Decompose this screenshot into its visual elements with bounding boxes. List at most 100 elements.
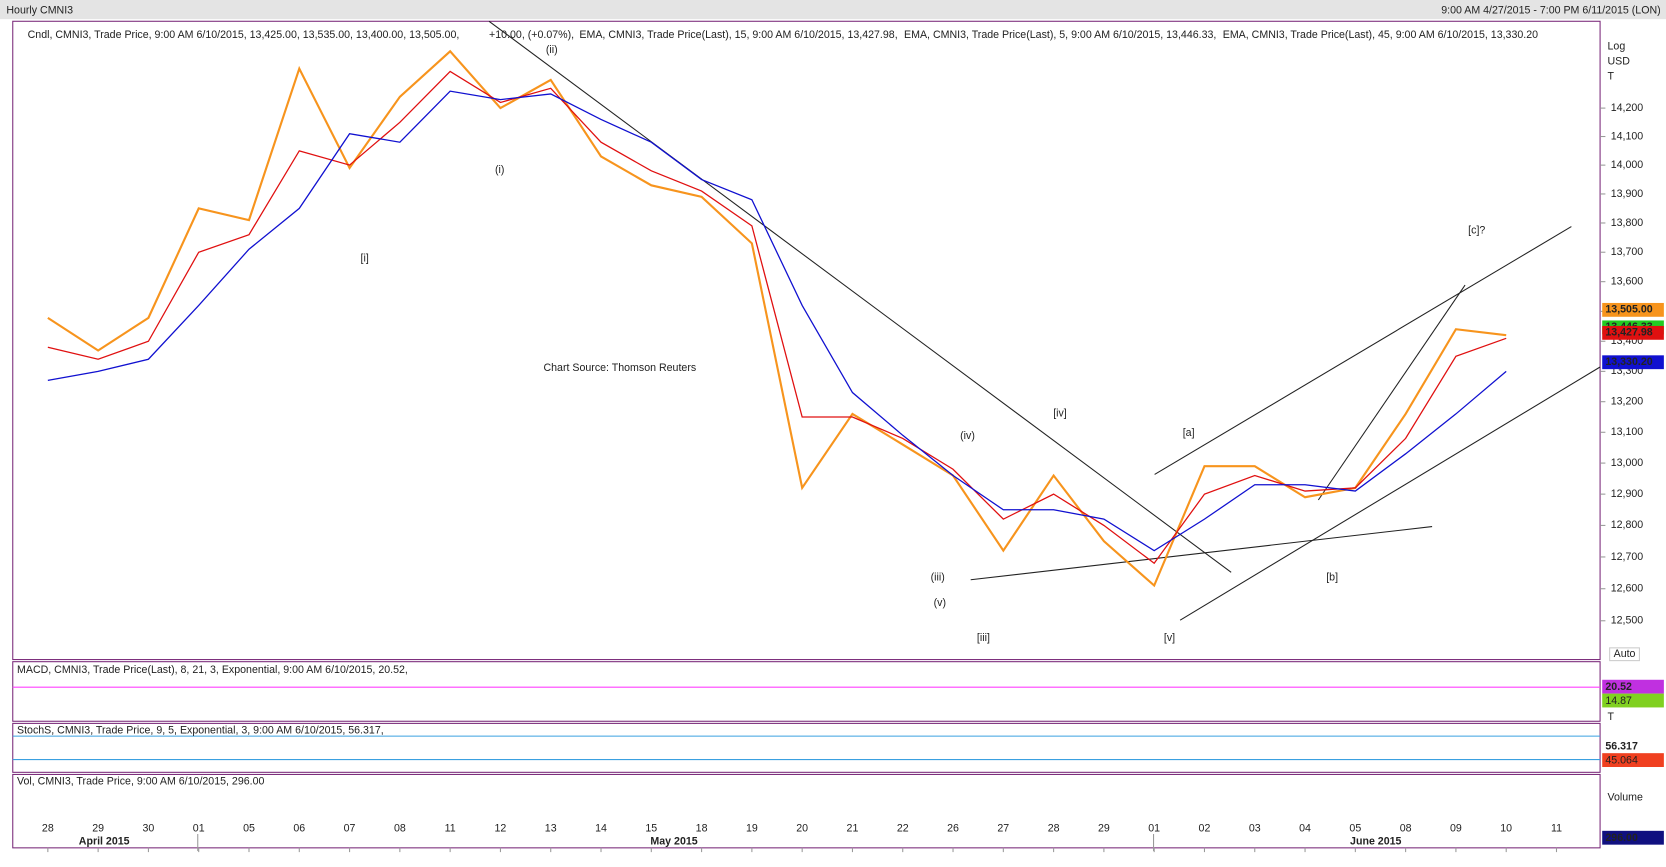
series-legend: EMA, CMNI3, Trade Price(Last), 5, 9:00 A…: [904, 29, 1216, 41]
wave-label: (iv): [960, 430, 975, 442]
x-tick-label: 28: [42, 823, 54, 835]
value-box: [1602, 693, 1664, 708]
wave-label: (ii): [546, 44, 558, 56]
month-label: May 2015: [650, 835, 697, 847]
price-line: [47, 49, 1507, 588]
series-legend: EMA, CMNI3, Trade Price(Last), 45, 9:00 …: [1223, 29, 1538, 41]
x-tick-label: 06: [293, 823, 305, 835]
last-value-label: 13,330.20: [1605, 356, 1652, 368]
trend-line: [1154, 226, 1572, 475]
value-box-label: 14.87: [1605, 695, 1632, 707]
y-tick-label: 14,100: [1611, 130, 1644, 142]
x-tick-label: 05: [243, 823, 255, 835]
volume-label: Vol, CMNI3, Trade Price, 9:00 AM 6/10/20…: [17, 776, 264, 788]
x-tick-label: 09: [1450, 823, 1462, 835]
axis-label: USD: [1608, 56, 1631, 68]
x-tick-label: 11: [445, 823, 456, 835]
y-tick-label: 13,700: [1611, 246, 1644, 258]
stoch-panel: [12, 722, 1601, 773]
x-tick-label: 21: [847, 823, 859, 835]
x-tick-label: 30: [143, 823, 155, 835]
trend-line: [1317, 284, 1466, 501]
y-tick-label: 13,900: [1611, 188, 1644, 200]
x-tick-label: 08: [1400, 823, 1412, 835]
y-tick-label: 13,000: [1611, 457, 1644, 469]
x-tick-label: 02: [1199, 823, 1211, 835]
series-legend: EMA, CMNI3, Trade Price(Last), 15, 9:00 …: [579, 29, 897, 41]
wave-label: (i): [495, 164, 504, 176]
last-value-label: 13,505.00: [1605, 304, 1652, 316]
y-tick-label: 13,600: [1611, 275, 1644, 287]
x-tick-label: 27: [997, 823, 1009, 835]
y-tick-label: 12,900: [1611, 488, 1644, 500]
x-tick-label: 04: [1299, 823, 1311, 835]
x-tick-label: 26: [947, 823, 959, 835]
y-tick-label: 13,200: [1611, 396, 1644, 408]
value-box: [1602, 753, 1664, 768]
value-box: [1602, 830, 1664, 845]
wave-label: [i]: [361, 252, 369, 264]
macd-axis-label: T: [1608, 711, 1615, 723]
ema-line: [47, 90, 1507, 552]
wave-label: [c]?: [1468, 225, 1485, 237]
x-tick-label: 05: [1349, 823, 1361, 835]
x-tick-label: 19: [746, 823, 758, 835]
price-panel: [12, 20, 1601, 661]
volume-axis-label: Volume: [1608, 792, 1644, 804]
trend-lines: [488, 20, 1601, 621]
x-tick-label: 22: [897, 823, 909, 835]
last-value-box: [1602, 355, 1664, 370]
x-tick-label: 07: [344, 823, 356, 835]
x-tick-label: 15: [645, 823, 657, 835]
macd-label: MACD, CMNI3, Trade Price(Last), 8, 21, 3…: [17, 664, 408, 676]
y-tick-label: 14,000: [1611, 159, 1644, 171]
wave-label: [iii]: [977, 632, 990, 644]
value-box-label: 296.00: [1605, 832, 1638, 844]
x-tick-label: 28: [1048, 823, 1060, 835]
wave-label: (iii): [931, 571, 945, 583]
x-tick-label: 03: [1249, 823, 1261, 835]
axis-label: Log: [1608, 41, 1626, 53]
last-value-box: [1602, 325, 1664, 340]
candle-legend: Cndl, CMNI3, Trade Price, 9:00 AM 6/10/2…: [28, 29, 460, 41]
value-box: [1602, 739, 1664, 754]
y-tick-label: 13,800: [1611, 217, 1644, 229]
x-tick-label: 18: [696, 823, 708, 835]
wave-label: [b]: [1326, 571, 1338, 583]
wave-label: (v): [934, 597, 946, 609]
x-tick-label: 01: [1148, 823, 1160, 835]
ema-line: [47, 70, 1507, 565]
volume-panel: [12, 773, 1601, 849]
trend-line: [970, 526, 1433, 581]
window-title: Hourly CMNI3: [6, 4, 73, 16]
y-tick-label: 12,500: [1611, 615, 1644, 627]
trend-line: [1179, 366, 1601, 621]
x-tick-label: 14: [595, 823, 607, 835]
wave-label: [iv]: [1053, 408, 1067, 420]
last-value-box: [1602, 302, 1664, 317]
value-box-label: 56.317: [1605, 741, 1638, 753]
auto-button[interactable]: [1609, 647, 1640, 662]
auto-label[interactable]: Auto: [1614, 648, 1636, 660]
x-tick-label: 01: [193, 823, 205, 835]
axis-label: T: [1608, 70, 1615, 82]
wave-label: [a]: [1183, 427, 1195, 439]
y-tick-label: 12,700: [1611, 551, 1644, 563]
x-tick-label: 20: [796, 823, 808, 835]
change-legend: +10.00, (+0.07%),: [489, 29, 574, 41]
x-tick-label: 08: [394, 823, 406, 835]
x-tick-label: 12: [495, 823, 507, 835]
month-label: June 2015: [1350, 835, 1401, 847]
last-value-label: 13,427.98: [1605, 327, 1652, 339]
x-tick-label: 13: [545, 823, 557, 835]
y-tick-label: 13,100: [1611, 426, 1644, 438]
value-box: [1602, 679, 1664, 694]
x-tick-label: 29: [1098, 823, 1110, 835]
stoch-label: StochS, CMNI3, Trade Price, 9, 5, Expone…: [17, 725, 384, 737]
y-tick-label: 14,200: [1611, 102, 1644, 114]
date-range: 9:00 AM 4/27/2015 - 7:00 PM 6/11/2015 (L…: [1441, 4, 1660, 16]
x-tick-label: 11: [1551, 823, 1562, 835]
macd-panel: [12, 661, 1601, 722]
